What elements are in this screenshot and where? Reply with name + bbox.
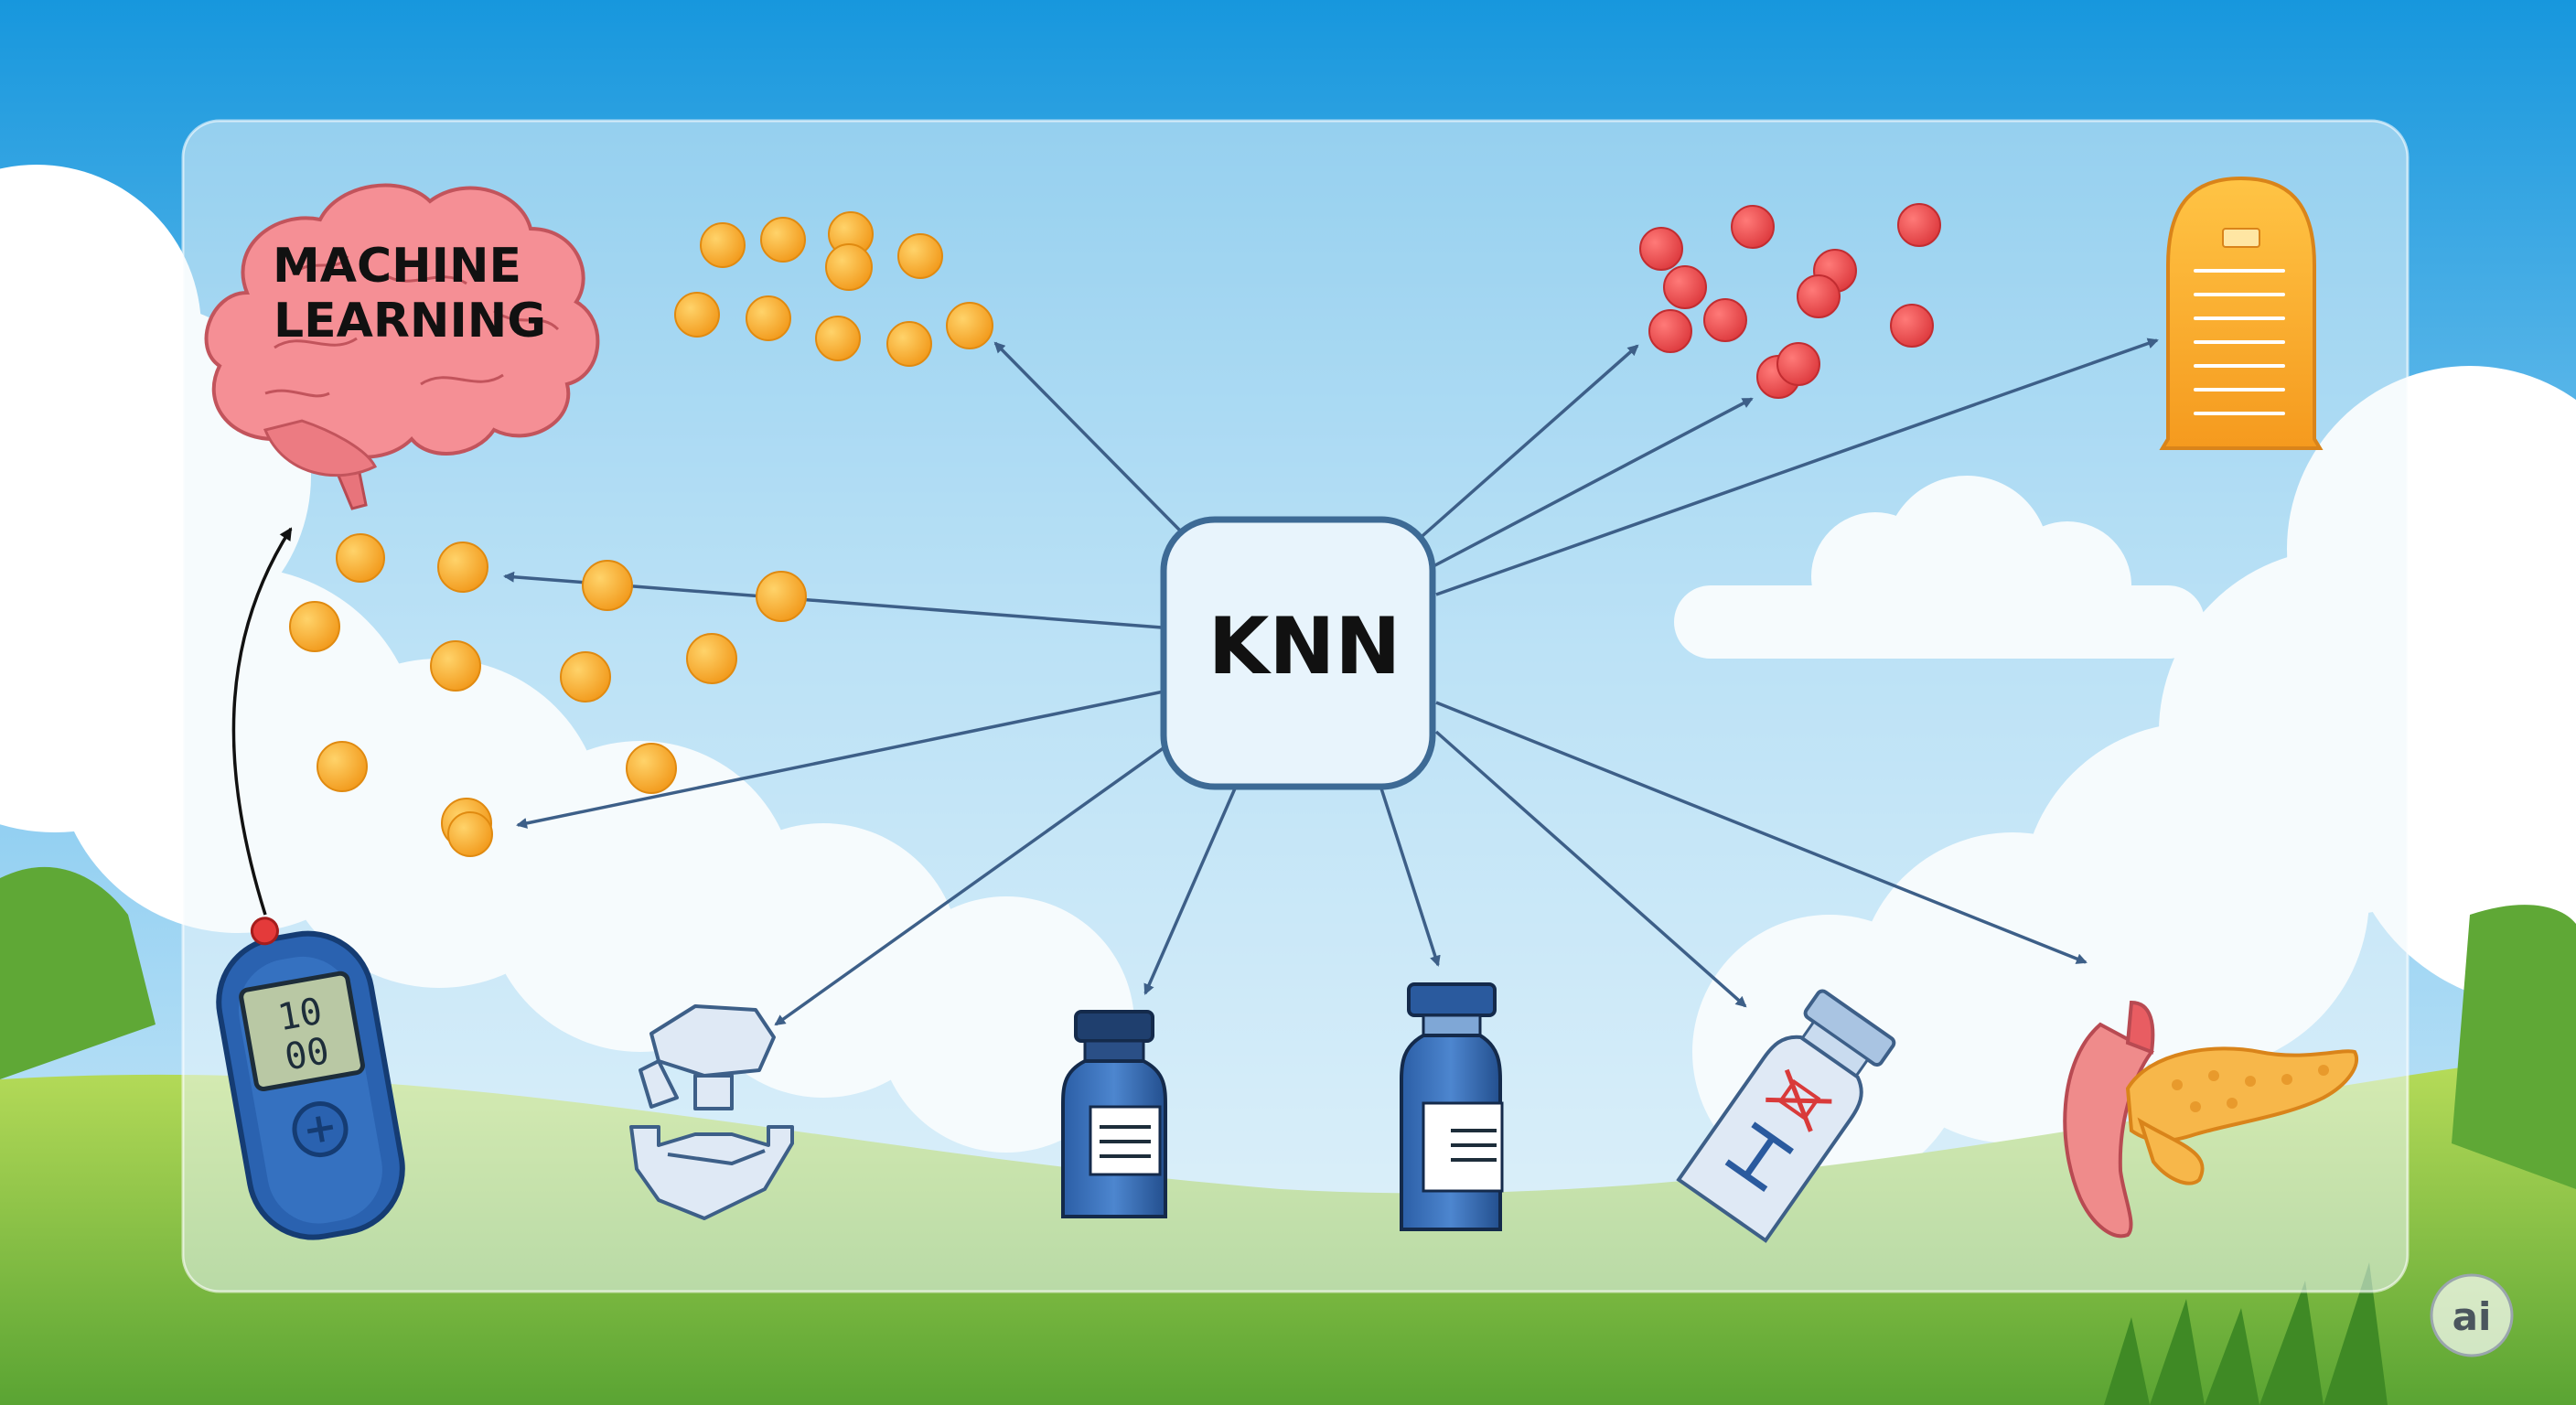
- arrow-to-medicine-bottle: [1379, 788, 1441, 967]
- arrow-to-orange-cluster-top: [993, 341, 1182, 532]
- grass-left: [0, 866, 156, 1079]
- arrow-to-tilted-vial: [1434, 730, 1747, 1008]
- arrow-to-red-cluster-2: [1431, 397, 1754, 569]
- knn-node: KNN: [1160, 516, 1436, 790]
- pancreas-icon: [2063, 1000, 2358, 1239]
- arrow-to-pancreas: [1435, 701, 2088, 964]
- orange-cluster-top: [674, 211, 993, 367]
- ai-watermark: ai: [2430, 1273, 2514, 1357]
- tilted-vial-icon: [1676, 989, 1896, 1243]
- orange-cluster-left: [289, 533, 807, 857]
- brain-label-line2: LEARNING: [274, 294, 546, 349]
- brain-icon: MACHINE LEARNING: [204, 183, 600, 510]
- arrow-to-red-cluster-1: [1414, 344, 1639, 543]
- arrow-to-tablet-press: [774, 741, 1173, 1026]
- tablet-press-icon: [629, 1004, 794, 1220]
- meter-to-brain-arrow: [231, 527, 293, 916]
- grass-right: [2452, 905, 2576, 1189]
- red-cluster: [1639, 203, 1941, 399]
- meter-reading-line2: 00: [282, 1030, 332, 1079]
- vial-icon: [1061, 1010, 1167, 1218]
- arrow-to-orange-cluster-bottom: [516, 690, 1165, 829]
- medicine-bottle-icon: [1400, 982, 1504, 1231]
- arrow-to-vial: [1143, 788, 1237, 995]
- arrow-to-report: [1435, 338, 2159, 596]
- brain-label-line1: MACHINE: [273, 239, 521, 294]
- meter-reading-line1: 10: [274, 991, 325, 1040]
- report-document-icon: [2159, 176, 2324, 450]
- ai-watermark-label: ai: [2453, 1294, 2492, 1339]
- glucose-meter-icon: 10 00: [216, 917, 405, 1240]
- grass-blades: [2104, 1262, 2388, 1405]
- knn-label: KNN: [1208, 601, 1401, 692]
